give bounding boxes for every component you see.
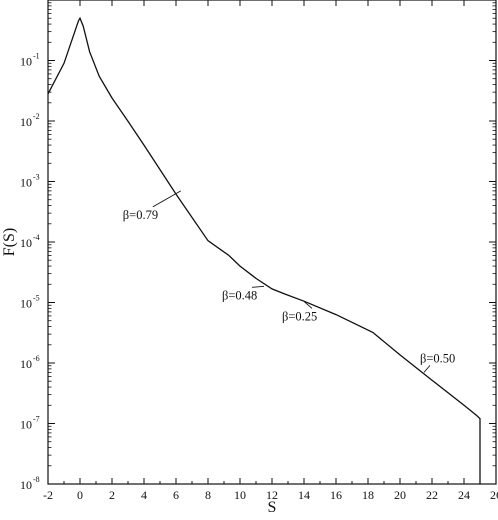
y-axis-title: F(S) xyxy=(1,228,18,256)
x-tick-label: 20 xyxy=(394,488,406,502)
annotations: β=0.79 β=0.48 β=0.25 β=0.50 xyxy=(123,190,455,373)
x-tick-label: 24 xyxy=(458,488,470,502)
y-tick-label: 10 xyxy=(20,478,32,492)
x-tick-label: 12 xyxy=(266,488,278,502)
x-tick-label: 16 xyxy=(330,488,342,502)
y-tick-label: 10 xyxy=(20,418,32,432)
y-tick-exponent: -2 xyxy=(33,112,40,121)
annotation-label: β=0.50 xyxy=(420,351,455,365)
x-tick-label: 26 xyxy=(490,488,498,502)
y-tick-exponent: -7 xyxy=(33,415,40,424)
y-axis-ticks: 10-810-710-610-510-410-310-210-1 xyxy=(20,2,496,492)
x-tick-label: 14 xyxy=(298,488,310,502)
plot-frame xyxy=(47,0,497,485)
y-tick-exponent: -4 xyxy=(33,233,40,242)
y-tick-exponent: -8 xyxy=(33,475,40,484)
x-tick-label: 10 xyxy=(234,488,246,502)
y-tick-exponent: -1 xyxy=(33,52,40,61)
x-axis-ticks: -202468101214161820222426 xyxy=(43,0,498,502)
y-tick-exponent: -6 xyxy=(33,354,40,363)
x-tick-label: 0 xyxy=(77,488,83,502)
annotation-leader xyxy=(251,285,265,288)
x-tick-label: 6 xyxy=(173,488,179,502)
y-tick-label: 10 xyxy=(20,236,32,250)
annotation-leader xyxy=(152,190,182,208)
series-line xyxy=(47,16,481,484)
y-tick-label: 10 xyxy=(20,176,32,190)
annotation-label: β=0.48 xyxy=(222,288,257,302)
annotation-leader xyxy=(423,365,431,373)
y-tick-exponent: -3 xyxy=(33,173,40,182)
y-tick-label: 10 xyxy=(20,115,32,129)
x-tick-label: 8 xyxy=(205,488,211,502)
x-tick-label: 4 xyxy=(141,488,147,502)
x-tick-label: 18 xyxy=(362,488,374,502)
annotation-label: β=0.79 xyxy=(123,208,158,222)
x-tick-label: 2 xyxy=(109,488,115,502)
annotation-leader xyxy=(303,301,313,309)
x-axis-title: S xyxy=(268,499,277,516)
x-tick-label: 22 xyxy=(426,488,438,502)
annotation-label: β=0.25 xyxy=(282,309,317,323)
y-tick-label: 10 xyxy=(20,297,32,311)
y-tick-label: 10 xyxy=(20,55,32,69)
x-tick-label: -2 xyxy=(43,488,53,502)
y-tick-exponent: -5 xyxy=(33,294,40,303)
y-tick-label: 10 xyxy=(20,357,32,371)
